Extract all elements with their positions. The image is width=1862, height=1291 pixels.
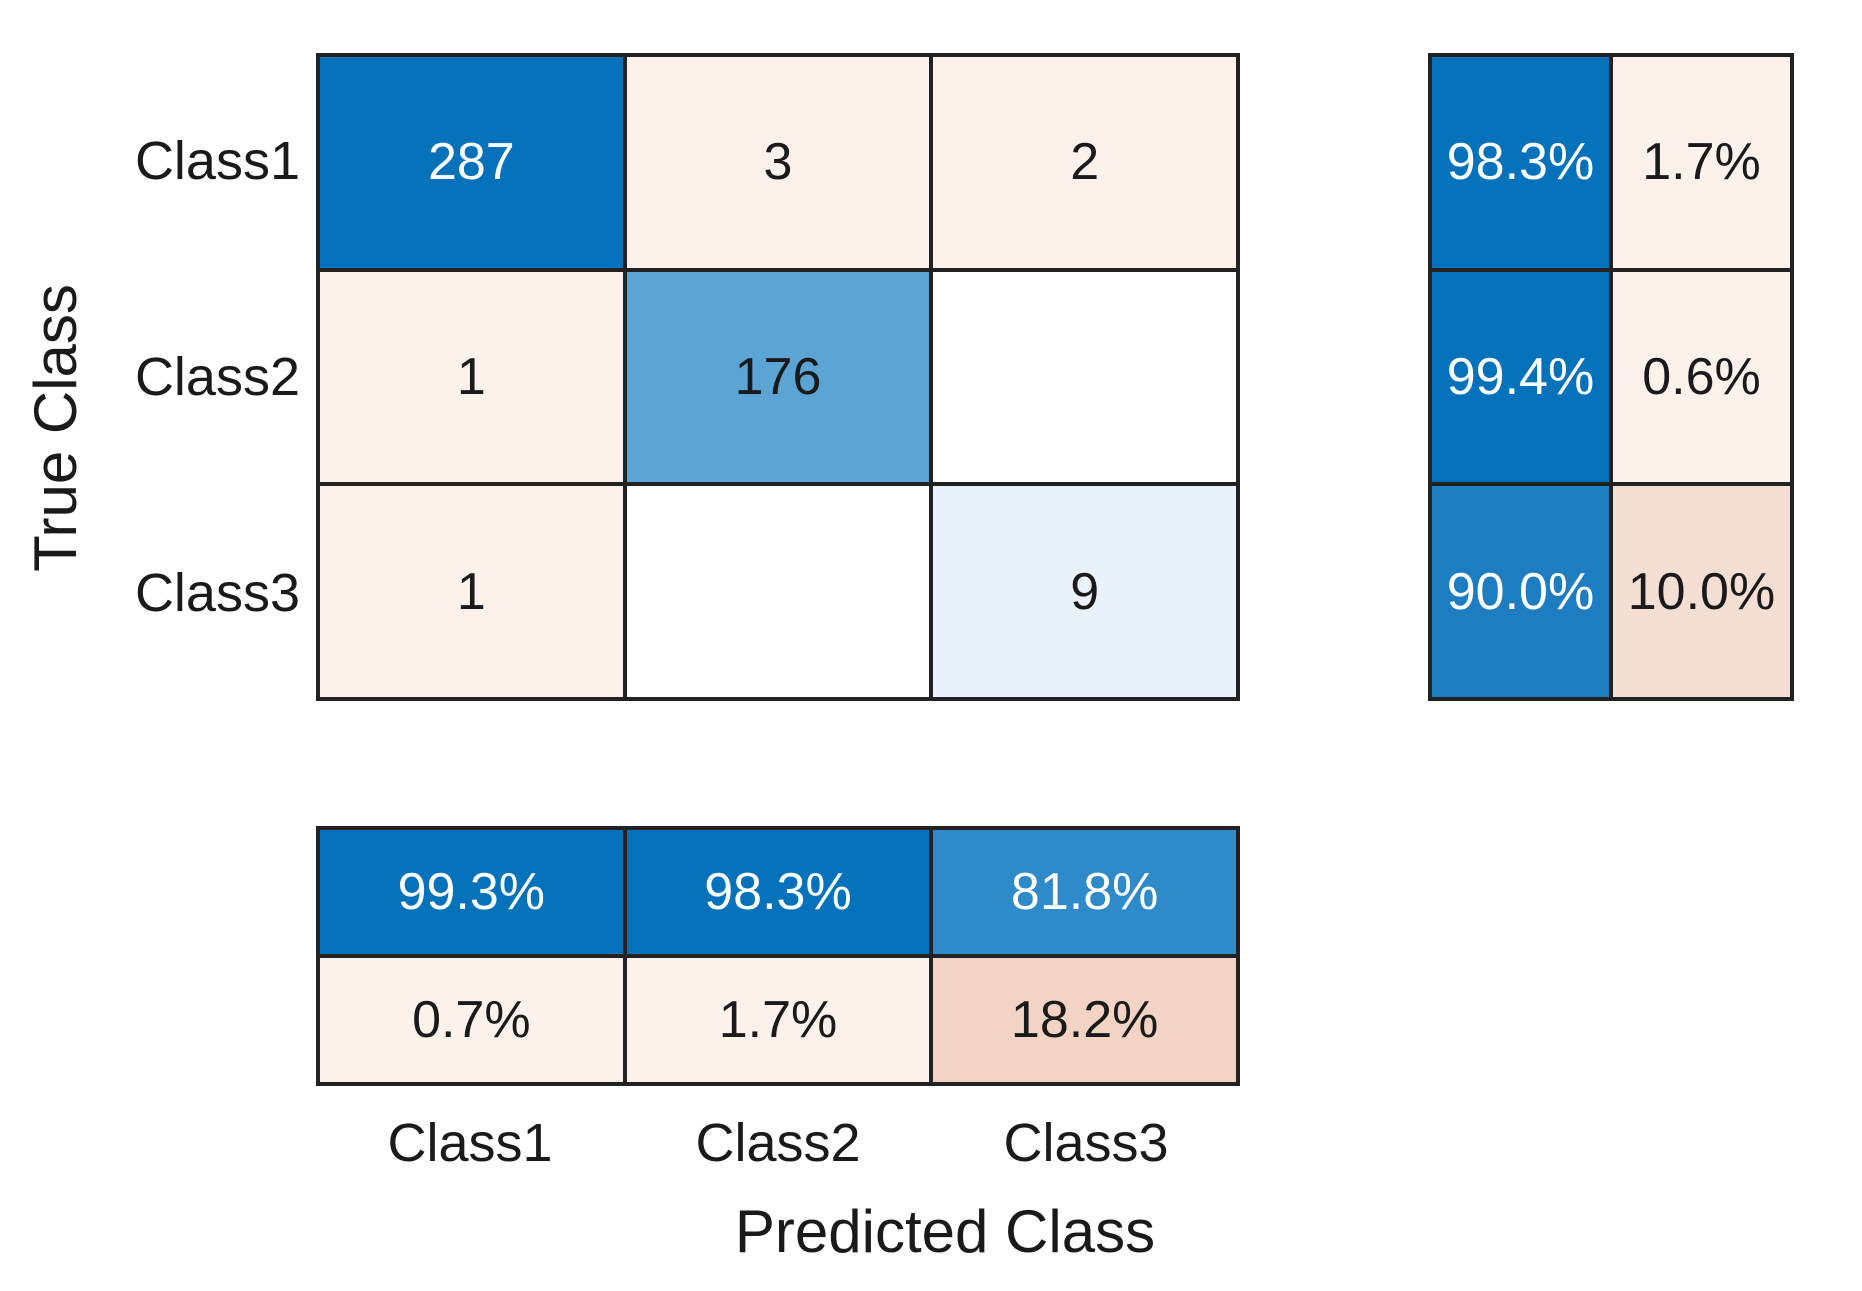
row-summary-grid: 98.3% 1.7% 99.4% 0.6% 90.0% 10.0%	[1428, 53, 1794, 701]
ytick-label-class2: Class2	[134, 347, 300, 407]
matrix-cell: 176	[626, 271, 930, 483]
row-summary-cell: 0.6%	[1613, 271, 1790, 483]
row-summary-cell: 98.3%	[1432, 57, 1609, 268]
matrix-cell: 3	[626, 57, 930, 268]
x-axis-title: Predicted Class	[734, 1198, 1156, 1265]
matrix-cell: 1	[320, 271, 623, 483]
column-summary-grid: 99.3% 98.3% 81.8% 0.7% 1.7% 18.2%	[316, 826, 1240, 1086]
row-summary-cell: 1.7%	[1613, 57, 1790, 268]
xtick-label-class2: Class2	[695, 1113, 861, 1173]
xtick-label-class3: Class3	[1003, 1113, 1169, 1173]
column-summary-cell: 1.7%	[626, 958, 930, 1082]
ytick-label-class1: Class1	[134, 131, 300, 191]
row-summary-cell: 99.4%	[1432, 271, 1609, 483]
matrix-cell: 287	[320, 57, 623, 268]
row-summary-cell: 90.0%	[1432, 486, 1609, 697]
column-summary-cell: 0.7%	[320, 958, 623, 1082]
row-summary-cell: 10.0%	[1613, 486, 1790, 697]
matrix-cell	[626, 486, 930, 697]
confusion-matrix-grid: 287 3 2 1 176 1 9	[316, 53, 1240, 701]
column-summary-cell: 81.8%	[933, 830, 1236, 954]
column-summary-cell: 99.3%	[320, 830, 623, 954]
column-summary-cell: 98.3%	[626, 830, 930, 954]
matrix-cell: 2	[933, 57, 1236, 268]
matrix-cell	[933, 271, 1236, 483]
column-summary-cell: 18.2%	[933, 958, 1236, 1082]
matrix-cell: 1	[320, 486, 623, 697]
ytick-label-class3: Class3	[134, 563, 300, 623]
matrix-cell: 9	[933, 486, 1236, 697]
xtick-label-class1: Class1	[387, 1113, 553, 1173]
y-axis-title: True Class	[22, 284, 89, 572]
